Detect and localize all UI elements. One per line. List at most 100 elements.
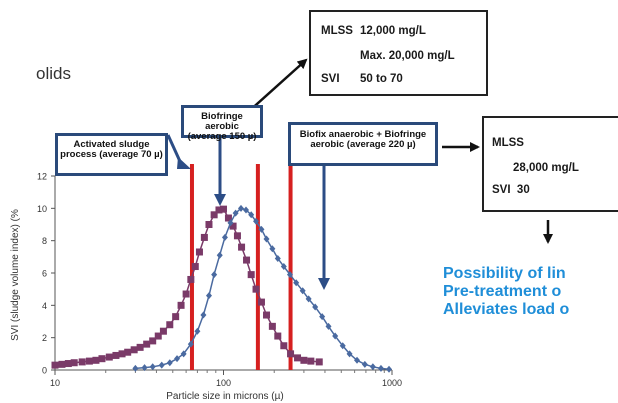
x-tick-label: 100 (216, 378, 231, 388)
data-point-square (195, 248, 203, 256)
data-point-diamond (243, 206, 250, 214)
data-point-square (238, 243, 246, 251)
y-tick-label: 4 (42, 301, 47, 311)
mlss-label-right: MLSS (492, 137, 524, 149)
svi-value: 50 to 70 (360, 73, 403, 85)
data-point-square (70, 359, 78, 367)
data-point-diamond (227, 219, 234, 227)
data-point-diamond (332, 332, 339, 340)
x-tick-label: 1000 (382, 378, 402, 388)
data-point-diamond (200, 311, 207, 319)
data-point-diamond (312, 303, 319, 311)
data-point-diamond (166, 359, 173, 367)
y-tick-label: 10 (37, 204, 47, 214)
data-point-diamond (149, 363, 156, 371)
svi-value-right: SVI 30 (492, 184, 530, 196)
data-point-diamond (187, 340, 194, 348)
mlss-label: MLSS (321, 25, 353, 37)
data-point-diamond (386, 365, 393, 373)
series-line-square (54, 208, 320, 366)
y-axis-label: SVI (sludge volume index) (% (10, 209, 21, 341)
callout-activated-sludge: Activated sludge process (average 70 µ) (55, 133, 168, 176)
data-point-diamond (325, 322, 332, 330)
series-line-diamond (135, 207, 390, 370)
callout-biofix: Biofix anaerobic + Biofringe aerobic (av… (288, 122, 438, 166)
data-point-square (51, 361, 59, 369)
blue-text-line-2: Pre-treatment o (443, 283, 562, 300)
data-point-square (257, 298, 265, 306)
data-point-square (154, 332, 162, 340)
data-point-square (315, 358, 323, 366)
data-point-diamond (299, 287, 306, 295)
mlss-value: 12,000 mg/L (360, 25, 426, 37)
data-point-diamond (319, 313, 326, 321)
data-point-diamond (141, 364, 148, 372)
data-point-square (58, 360, 66, 368)
data-point-diamond (180, 350, 187, 358)
data-point-square (166, 321, 174, 329)
data-point-square (274, 332, 282, 340)
x-axis-label: Particle size in microns (µ) (166, 391, 283, 402)
info-box-top: MLSS 12,000 mg/L Max. 20,000 mg/L SVI 50… (309, 10, 488, 96)
fragment-text: olids (36, 64, 71, 83)
data-point-diamond (221, 233, 228, 241)
data-point-diamond (205, 292, 212, 300)
data-point-square (78, 358, 86, 366)
y-tick-label: 2 (42, 333, 47, 343)
data-point-diamond (354, 356, 361, 364)
y-tick-label: 6 (42, 269, 47, 279)
data-point-square (85, 357, 93, 365)
blue-text-line-1: Possibility of lin (443, 265, 566, 282)
data-point-diamond (274, 254, 281, 262)
mlss-value-right: 28,000 mg/L (513, 162, 579, 174)
data-point-square (124, 348, 132, 356)
y-tick-label: 8 (42, 236, 47, 246)
data-point-square (92, 356, 100, 364)
data-point-square (224, 214, 232, 222)
callout-biofringe: Biofringe aerobic (average 150 µ) (181, 105, 263, 142)
data-point-diamond (158, 361, 165, 369)
data-point-diamond (258, 225, 265, 233)
arrow-activated-head (177, 157, 191, 169)
data-point-square (307, 357, 315, 365)
data-point-square (252, 285, 260, 293)
data-point-square (243, 256, 251, 264)
data-point-square (64, 360, 72, 368)
data-point-diamond (305, 295, 312, 303)
data-point-diamond (174, 355, 181, 363)
info-box-right: MLSS 28,000 mg/L SVI 30 (482, 116, 618, 212)
data-point-diamond (232, 209, 239, 217)
data-point-square (215, 206, 223, 214)
data-point-square (159, 327, 167, 335)
data-point-square (210, 211, 218, 219)
data-point-square (268, 322, 276, 330)
data-point-diamond (293, 279, 300, 287)
data-point-square (136, 343, 144, 351)
data-point-diamond (216, 251, 223, 259)
data-point-square (112, 351, 120, 359)
data-point-diamond (263, 235, 270, 243)
data-point-square (294, 354, 302, 362)
data-point-diamond (132, 364, 139, 372)
data-point-square (149, 337, 157, 345)
arrow-to-top-box (246, 58, 308, 114)
data-point-diamond (194, 327, 201, 335)
data-point-square (247, 271, 255, 279)
data-point-diamond (237, 204, 244, 212)
data-point-diamond (346, 350, 353, 358)
data-point-diamond (377, 364, 384, 372)
svi-label: SVI (321, 73, 340, 85)
data-point-diamond (248, 211, 255, 219)
data-point-square (177, 301, 185, 309)
data-point-diamond (369, 363, 376, 371)
data-point-square (143, 340, 151, 348)
y-tick-label: 0 (42, 366, 47, 376)
data-point-square (191, 263, 199, 271)
data-point-square (233, 232, 241, 240)
data-point-square (300, 356, 308, 364)
x-tick-label: 10 (50, 378, 60, 388)
data-point-diamond (211, 271, 218, 279)
blue-text-line-3: Alleviates load o (443, 301, 570, 318)
data-point-square (98, 355, 106, 363)
